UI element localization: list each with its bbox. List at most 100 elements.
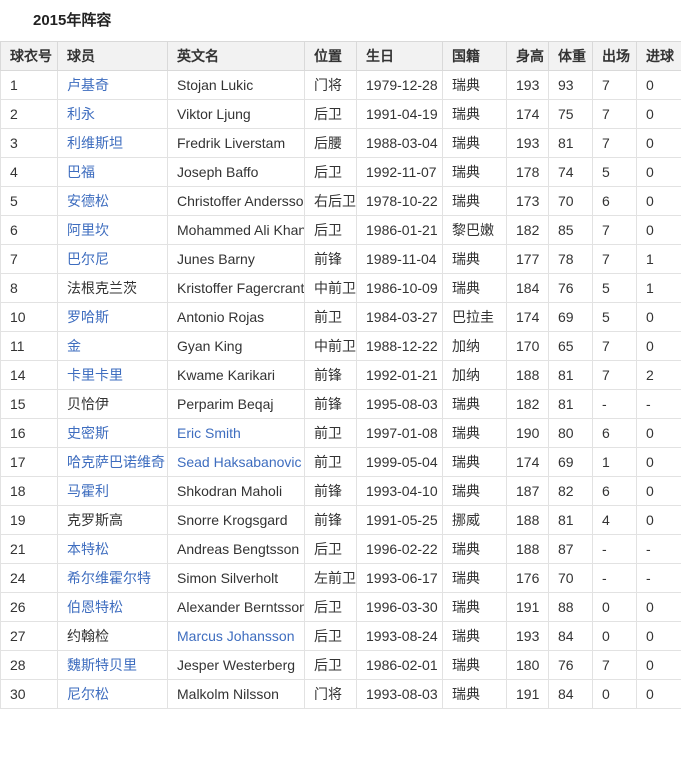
cell-apps: 6 [592, 476, 637, 506]
cell-weight: 69 [548, 447, 593, 477]
player-en-name-link[interactable]: Sead Haksabanovic [177, 454, 302, 470]
cell-nat: 瑞典 [442, 244, 507, 274]
cell-goals: 0 [636, 331, 681, 361]
cell-pos: 前卫 [304, 418, 357, 448]
player-name-link[interactable]: 希尔维霍尔特 [67, 570, 151, 586]
cell-height: 188 [506, 534, 549, 564]
player-name-link[interactable]: 本特松 [67, 541, 109, 557]
cell-en: Fredrik Liverstam [167, 128, 305, 158]
cell-name: 伯恩特松 [57, 592, 168, 622]
column-header-birth: 生日 [356, 41, 443, 71]
player-name-link[interactable]: 阿里坎 [67, 222, 109, 238]
cell-nat: 瑞典 [442, 186, 507, 216]
column-header-weight: 体重 [548, 41, 593, 71]
cell-weight: 80 [548, 418, 593, 448]
table-row: 27 约翰检 Marcus Johansson 后卫 1993-08-24 瑞典 193 84… [0, 621, 681, 651]
player-name-link[interactable]: 罗哈斯 [67, 309, 109, 325]
player-name-link[interactable]: 史密斯 [67, 425, 109, 441]
cell-height: 182 [506, 389, 549, 419]
cell-height: 182 [506, 215, 549, 245]
cell-birth: 1993-04-10 [356, 476, 443, 506]
cell-height: 191 [506, 592, 549, 622]
cell-name: 利维斯坦 [57, 128, 168, 158]
cell-en: Jesper Westerberg [167, 650, 305, 680]
table-row: 24 希尔维霍尔特 Simon Silverholt 左前卫 1993-06-17 瑞典 1… [0, 563, 681, 593]
cell-number: 2 [0, 99, 58, 129]
cell-number: 26 [0, 592, 58, 622]
cell-en: Shkodran Maholi [167, 476, 305, 506]
cell-pos: 后卫 [304, 99, 357, 129]
player-name-link[interactable]: 哈克萨巴诺维奇 [67, 454, 165, 470]
cell-birth: 1996-03-30 [356, 592, 443, 622]
player-name-link[interactable]: 金 [67, 338, 81, 354]
player-name-link[interactable]: 魏斯特贝里 [67, 657, 137, 673]
cell-en: Viktor Ljung [167, 99, 305, 129]
cell-height: 191 [506, 679, 549, 709]
cell-height: 178 [506, 157, 549, 187]
player-name-link[interactable]: 巴尔尼 [67, 251, 109, 267]
cell-name: 巴福 [57, 157, 168, 187]
cell-weight: 88 [548, 592, 593, 622]
cell-birth: 1988-03-04 [356, 128, 443, 158]
cell-name: 利永 [57, 99, 168, 129]
player-name-link[interactable]: 安德松 [67, 193, 109, 209]
cell-apps: 6 [592, 186, 637, 216]
cell-weight: 75 [548, 99, 593, 129]
cell-name: 史密斯 [57, 418, 168, 448]
cell-en: Mohammed Ali Khan [167, 215, 305, 245]
cell-apps: - [592, 534, 637, 564]
cell-birth: 1986-02-01 [356, 650, 443, 680]
table-row: 16 史密斯 Eric Smith 前卫 1997-01-08 瑞典 190 80 6 0 [0, 418, 681, 448]
cell-birth: 1993-06-17 [356, 563, 443, 593]
cell-nat: 巴拉圭 [442, 302, 507, 332]
cell-nat: 瑞典 [442, 389, 507, 419]
cell-birth: 1986-01-21 [356, 215, 443, 245]
cell-en: Alexander Berntsson [167, 592, 305, 622]
cell-number: 28 [0, 650, 58, 680]
player-en-name-link[interactable]: Marcus Johansson [177, 628, 295, 644]
cell-birth: 1999-05-04 [356, 447, 443, 477]
player-name-link[interactable]: 马霍利 [67, 483, 109, 499]
cell-number: 14 [0, 360, 58, 390]
player-name-link[interactable]: 利永 [67, 106, 95, 122]
cell-weight: 84 [548, 679, 593, 709]
cell-apps: 4 [592, 505, 637, 535]
cell-number: 5 [0, 186, 58, 216]
cell-nat: 瑞典 [442, 476, 507, 506]
cell-pos: 后腰 [304, 128, 357, 158]
cell-apps: 7 [592, 99, 637, 129]
cell-goals: 0 [636, 679, 681, 709]
player-name-link[interactable]: 卡里卡里 [67, 367, 123, 383]
cell-weight: 87 [548, 534, 593, 564]
cell-apps: 7 [592, 70, 637, 100]
table-row: 28 魏斯特贝里 Jesper Westerberg 后卫 1986-02-01 瑞典 18… [0, 650, 681, 680]
cell-height: 188 [506, 505, 549, 535]
cell-height: 188 [506, 360, 549, 390]
table-row: 10 罗哈斯 Antonio Rojas 前卫 1984-03-27 巴拉圭 174 69 5 0 [0, 302, 681, 332]
cell-goals: 2 [636, 360, 681, 390]
player-en-name-link[interactable]: Eric Smith [177, 425, 241, 441]
cell-apps: 6 [592, 418, 637, 448]
cell-name: 安德松 [57, 186, 168, 216]
table-row: 15 贝恰伊 Perparim Beqaj 前锋 1995-08-03 瑞典 182 81- - [0, 389, 681, 419]
squad-section: 2015年阵容 球衣号 球员 英文名 位置 生日 国籍 身高 体重 出场 进球 1 卢基奇 Stoja… [0, 12, 681, 709]
cell-pos: 左前卫 [304, 563, 357, 593]
player-name-link[interactable]: 卢基奇 [67, 77, 109, 93]
cell-name: 魏斯特贝里 [57, 650, 168, 680]
player-name-link[interactable]: 尼尔松 [67, 686, 109, 702]
cell-goals: 1 [636, 244, 681, 274]
cell-number: 6 [0, 215, 58, 245]
cell-number: 19 [0, 505, 58, 535]
player-name-link[interactable]: 巴福 [67, 164, 95, 180]
cell-birth: 1991-04-19 [356, 99, 443, 129]
player-name-link[interactable]: 利维斯坦 [67, 135, 123, 151]
cell-pos: 后卫 [304, 157, 357, 187]
player-name-link[interactable]: 伯恩特松 [67, 599, 123, 615]
table-row: 4 巴福 Joseph Baffo 后卫 1992-11-07 瑞典 178 74 5 0 [0, 157, 681, 187]
cell-apps: 7 [592, 331, 637, 361]
cell-en: Gyan King [167, 331, 305, 361]
cell-height: 184 [506, 273, 549, 303]
cell-birth: 1995-08-03 [356, 389, 443, 419]
cell-number: 3 [0, 128, 58, 158]
cell-birth: 1989-11-04 [356, 244, 443, 274]
